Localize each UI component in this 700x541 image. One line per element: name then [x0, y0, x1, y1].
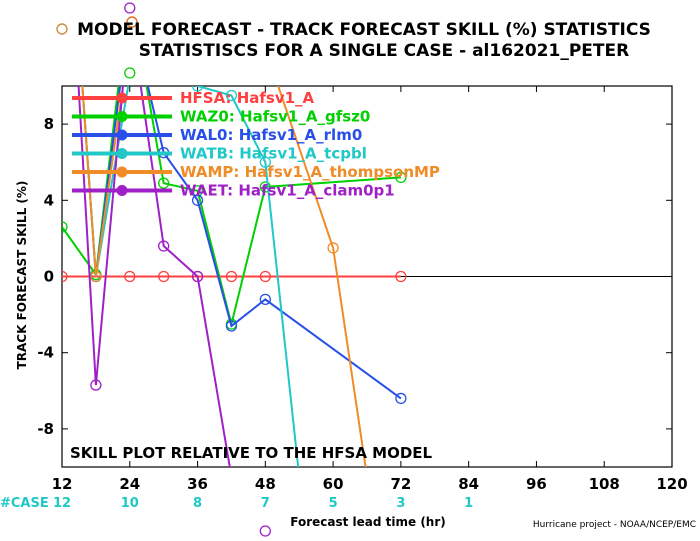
- data-point-marker: [259, 181, 271, 193]
- data-point-marker: [191, 194, 204, 206]
- legend-label: WATB: Hafsv1_A_tcpbl: [180, 145, 367, 163]
- x-tick-label: 48: [255, 475, 276, 493]
- offscale-point-marker: [259, 525, 271, 537]
- data-point-marker: [191, 86, 204, 92]
- y-tick-label: 8: [44, 115, 54, 133]
- case-count-value: 10: [121, 496, 139, 511]
- credit-text: Hurricane project - NOAA/NCEP/EMC: [533, 520, 696, 530]
- legend-marker: [116, 92, 128, 104]
- case-count-value: 7: [261, 496, 270, 511]
- legend-marker: [116, 148, 128, 159]
- legend-label: WAMP: Hafsv1_A_thompsonMP: [180, 163, 440, 181]
- y-tick-label: -8: [37, 420, 54, 438]
- legend-marker: [116, 166, 128, 178]
- data-point-marker: [158, 177, 170, 189]
- series-group: [62, 86, 407, 467]
- chart-title: MODEL FORECAST - TRACK FORECAST SKILL (%…: [77, 20, 651, 40]
- data-point-marker: [259, 293, 271, 306]
- relative-model-annotation: SKILL PLOT RELATIVE TO THE HFSA MODEL: [70, 444, 433, 462]
- data-point-marker: [395, 392, 407, 405]
- y-tick-label: 0: [44, 268, 54, 286]
- data-point-marker: [327, 242, 339, 254]
- series-line: [81, 86, 300, 467]
- x-tick-label: 24: [119, 475, 140, 493]
- data-point-marker: [90, 270, 102, 283]
- offscale-point-marker: [124, 67, 136, 79]
- legend-label: HFSA: Hafsv1_A: [180, 89, 315, 107]
- data-point-marker: [158, 240, 170, 252]
- data-point-marker: [395, 270, 407, 283]
- legend-label: WAET: Hafsv1_A_clam0p1: [180, 182, 395, 200]
- data-point-marker: [62, 221, 68, 233]
- x-tick-label: 72: [390, 475, 411, 493]
- case-count-value: 5: [329, 496, 338, 511]
- outside-markers-group: [124, 2, 271, 537]
- legend-marker: [116, 185, 128, 196]
- series-line: [77, 86, 231, 467]
- title-group: MODEL FORECAST - TRACK FORECAST SKILL (%…: [56, 16, 651, 61]
- x-tick-label: 84: [458, 475, 479, 493]
- offscale-point-marker: [124, 2, 136, 14]
- data-point-marker: [124, 270, 136, 283]
- y-tick-label: -4: [37, 344, 54, 362]
- legend-marker: [116, 129, 128, 141]
- x-tick-label: 36: [187, 475, 208, 493]
- x-tick-label: 60: [323, 475, 344, 493]
- case-count-value: 3: [396, 496, 405, 511]
- legend-label: WAZ0: Hafsv1_A_gfsz0: [180, 108, 370, 126]
- data-point-marker: [225, 320, 238, 332]
- case-count-label: #CASE: [0, 496, 49, 511]
- title-marker-circle: [56, 23, 68, 35]
- title-marker-circle: [126, 16, 138, 28]
- chart-subtitle: STATISTISCS FOR A SINGLE CASE - al162021…: [139, 41, 629, 61]
- legend-label: WAL0: Hafsv1_A_rlm0: [180, 126, 362, 144]
- data-point-marker: [259, 156, 271, 168]
- series-line: [81, 86, 367, 467]
- data-point-marker: [191, 270, 204, 283]
- x-axis-label: Forecast lead time (hr): [290, 515, 446, 529]
- data-point-marker: [225, 270, 238, 283]
- case-count-value: 1: [464, 496, 473, 511]
- x-tick-label: 120: [656, 475, 687, 493]
- data-point-marker: [158, 270, 170, 283]
- data-point-marker: [395, 171, 407, 184]
- legend-marker: [116, 111, 128, 122]
- data-point-marker: [225, 89, 238, 102]
- case-count-value: 12: [53, 496, 71, 511]
- x-tick-label: 96: [526, 475, 547, 493]
- x-tick-label: 108: [589, 475, 620, 493]
- data-point-marker: [90, 379, 102, 391]
- y-tick-label: 4: [44, 191, 54, 209]
- case-count-value: 8: [193, 496, 202, 511]
- y-axis-label: TRACK FORECAST SKILL (%): [15, 181, 29, 370]
- x-tick-label: 12: [52, 475, 73, 493]
- data-point-marker: [62, 270, 68, 283]
- case-counts-group: 12 10 8 7 5 3 1: [53, 496, 473, 511]
- data-point-marker: [259, 270, 271, 283]
